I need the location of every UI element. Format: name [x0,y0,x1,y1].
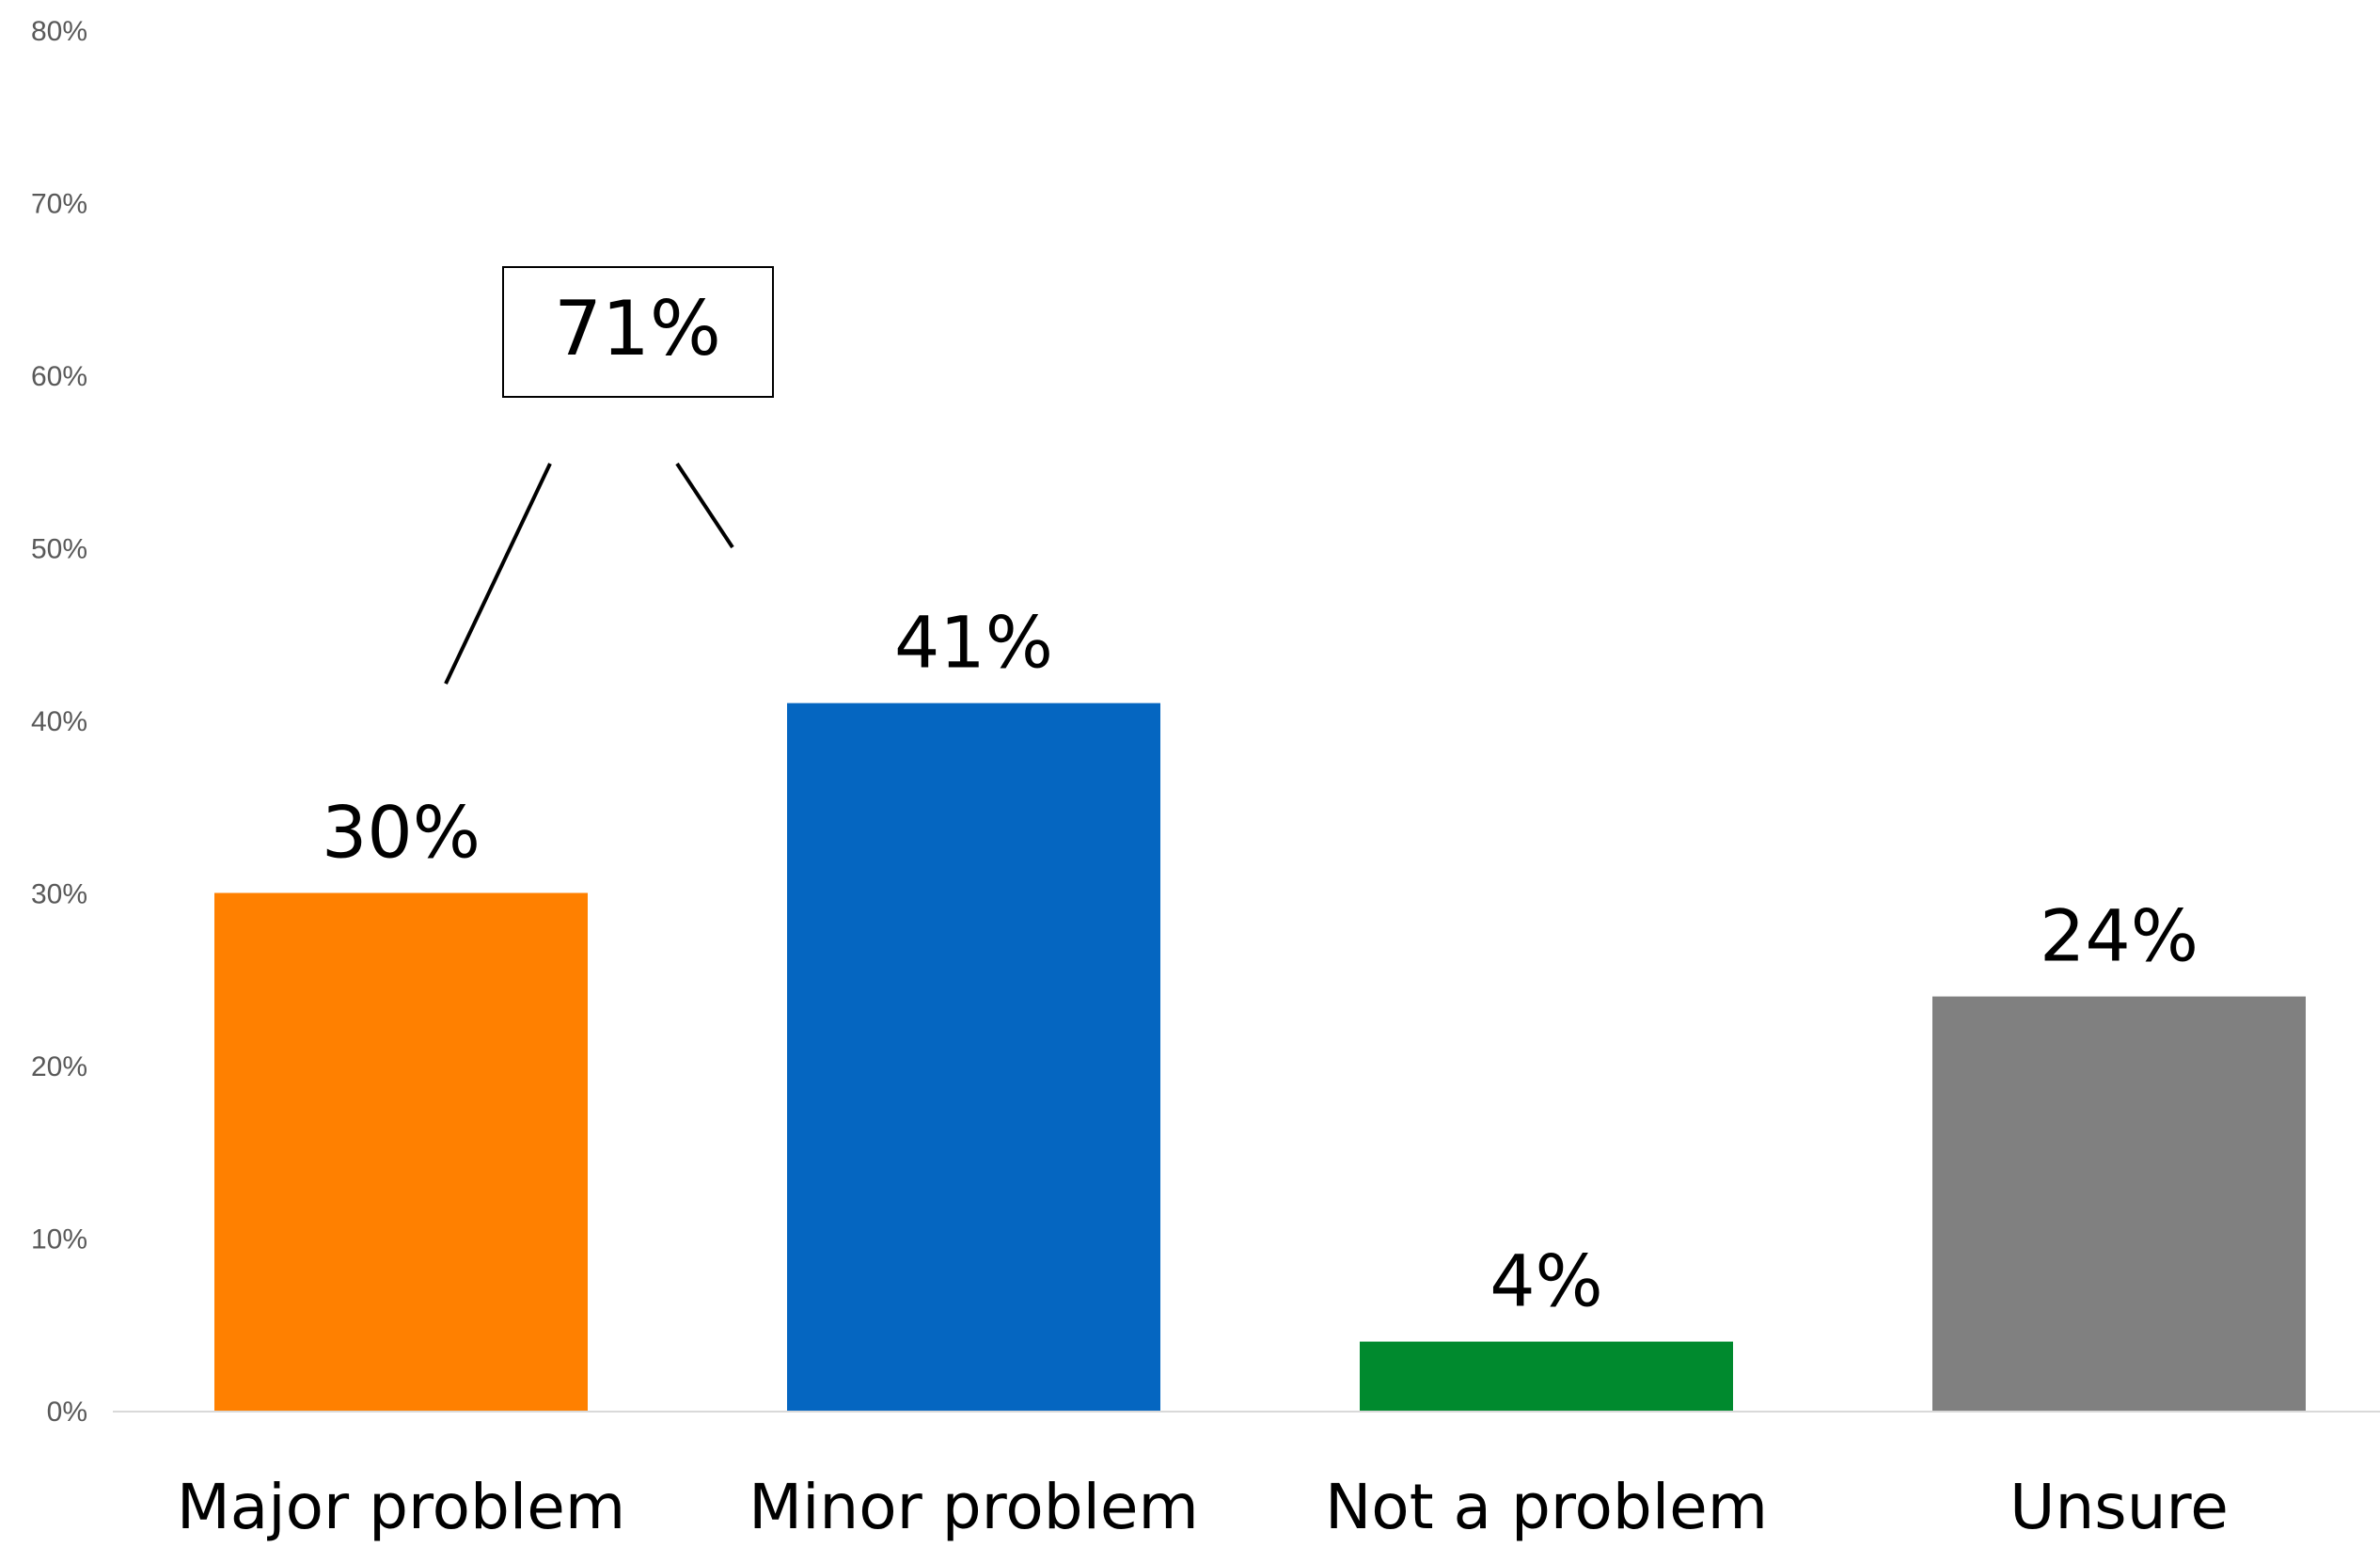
data-labels: 30% 41% 4% 24% [322,601,2199,1323]
callout-label: 71% [554,285,721,372]
data-label: 41% [894,601,1053,685]
callout: 71% [444,266,774,685]
bars [214,702,2306,1411]
y-tick-label: 60% [31,361,87,392]
x-tick-label: Minor problem [749,1471,1199,1543]
y-axis: 0% 10% 20% 30% 40% 50% 60% 70% 80% [31,16,87,1428]
bar-major-problem [214,892,588,1411]
y-tick-label: 30% [31,879,87,910]
category-labels: Major problem Minor problem Not a problem U… [177,1471,2229,1543]
y-tick-label: 50% [31,534,87,565]
callout-connector-right [675,462,734,549]
y-tick-label: 40% [31,706,87,737]
data-label: 4% [1489,1239,1603,1323]
y-tick-label: 20% [31,1051,87,1082]
bar-unsure [1932,996,2306,1411]
callout-box [502,266,774,398]
x-tick-label: Major problem [177,1471,625,1543]
data-label: 30% [322,791,481,875]
data-label: 24% [2040,894,2199,978]
bar-minor-problem [787,702,1160,1411]
callout-connector-left [444,463,552,685]
y-tick-label: 0% [47,1397,87,1428]
x-tick-label: Not a problem [1325,1471,1768,1543]
y-tick-label: 80% [31,16,87,47]
x-tick-label: Unsure [2010,1471,2229,1543]
bar-not-a-problem [1360,1341,1733,1411]
y-tick-label: 10% [31,1224,87,1255]
y-tick-label: 70% [31,189,87,220]
